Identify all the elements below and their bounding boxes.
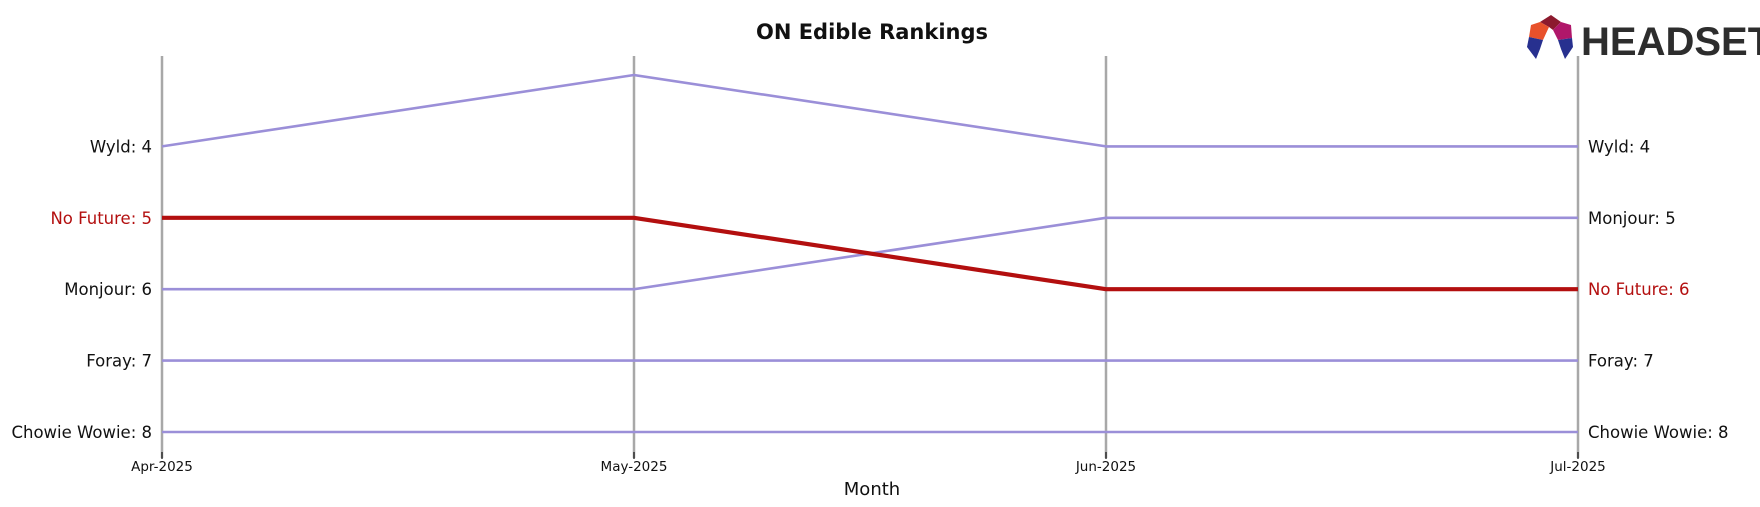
end-rank-labels: Wyld: 4 Monjour: 5 No Future: 6 Foray: 7 Cho… xyxy=(1588,137,1729,442)
series-lines xyxy=(161,73,1578,434)
headset-logo-text: HEADSET xyxy=(1581,20,1760,64)
start-rank-label: Monjour: 6 xyxy=(64,280,152,299)
start-rank-label: Wyld: 4 xyxy=(90,137,152,156)
x-tick-label: Jul-2025 xyxy=(1549,459,1606,475)
headset-logo: HEADSET xyxy=(1527,15,1760,64)
start-rank-labels: Wyld: 4 No Future: 5 Monjour: 6 Foray: 7 Cho… xyxy=(11,137,152,442)
start-rank-label: No Future: 5 xyxy=(50,209,152,228)
x-axis-label: Month xyxy=(844,479,900,500)
end-rank-label: Monjour: 5 xyxy=(1588,209,1676,228)
end-rank-label: Foray: 7 xyxy=(1588,352,1654,371)
end-rank-label: No Future: 6 xyxy=(1588,280,1690,299)
x-tick-label: May-2025 xyxy=(601,459,668,475)
headset-logo-mark-icon xyxy=(1527,15,1573,59)
end-rank-label: Wyld: 4 xyxy=(1588,137,1650,156)
chart-title: ON Edible Rankings xyxy=(756,20,988,44)
end-rank-label: Chowie Wowie: 8 xyxy=(1588,423,1729,442)
x-axis-ticks: Apr-2025 May-2025 Jun-2025 Jul-2025 xyxy=(131,452,1606,475)
x-tick-label: Jun-2025 xyxy=(1075,459,1136,475)
x-tick-label: Apr-2025 xyxy=(131,459,193,475)
start-rank-label: Chowie Wowie: 8 xyxy=(11,423,152,442)
month-gridlines xyxy=(160,56,1580,458)
series-line-no-future xyxy=(162,215,1578,292)
start-rank-label: Foray: 7 xyxy=(86,352,152,371)
series-line-wyld xyxy=(161,73,1578,148)
